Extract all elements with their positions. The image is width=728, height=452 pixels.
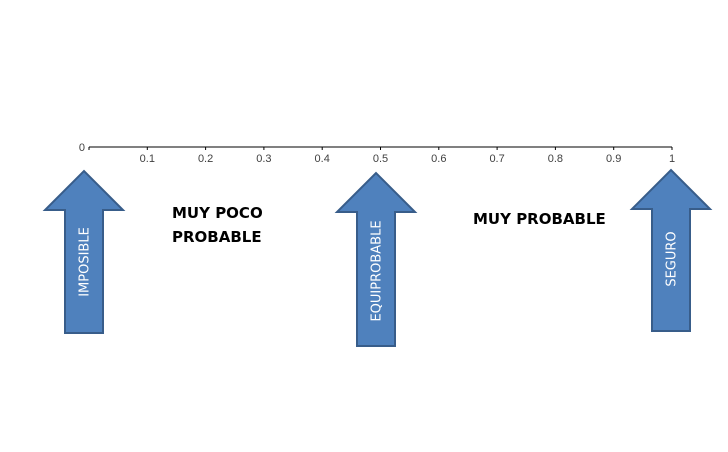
axis-tick-label: 0.5 <box>373 153 388 165</box>
axis-tick-label: 0.2 <box>198 153 213 165</box>
axis-tick-label: 0.9 <box>606 153 621 165</box>
axis-tick-label: 0.3 <box>256 153 271 165</box>
arrow-imposible: IMPOSIBLE <box>42 169 126 334</box>
axis-tick-label: 0.7 <box>489 153 504 165</box>
region-unlikely-line2: PROBABLE <box>172 228 262 246</box>
arrow-seguro-label: SEGURO <box>665 231 680 286</box>
arrow-equiprobable-label: EQUIPROBABLE <box>370 220 385 321</box>
axis-tick-label: 0.8 <box>548 153 563 165</box>
axis-tick-label: 0.6 <box>431 153 446 165</box>
axis-tick-label: 0.4 <box>315 153 330 165</box>
arrow-seguro: SEGURO <box>629 168 713 332</box>
arrow-equiprobable: EQUIPROBABLE <box>334 171 418 347</box>
arrow-equiprobable-shape <box>334 171 418 347</box>
axis-ticks: 0 0.1 0.2 0.3 0.4 0.5 0.6 0.7 0.8 0.9 1 <box>79 142 675 165</box>
axis-tick-label: 1 <box>669 153 675 165</box>
axis-tick-label: 0 <box>79 142 85 154</box>
axis-tick-label: 0.1 <box>140 153 155 165</box>
arrow-seguro-shape <box>629 168 713 332</box>
arrow-imposible-shape <box>42 169 126 334</box>
region-unlikely-line1: MUY POCO <box>172 204 263 222</box>
region-likely-label: MUY PROBABLE <box>473 210 606 228</box>
arrow-imposible-label: IMPOSIBLE <box>78 227 93 297</box>
